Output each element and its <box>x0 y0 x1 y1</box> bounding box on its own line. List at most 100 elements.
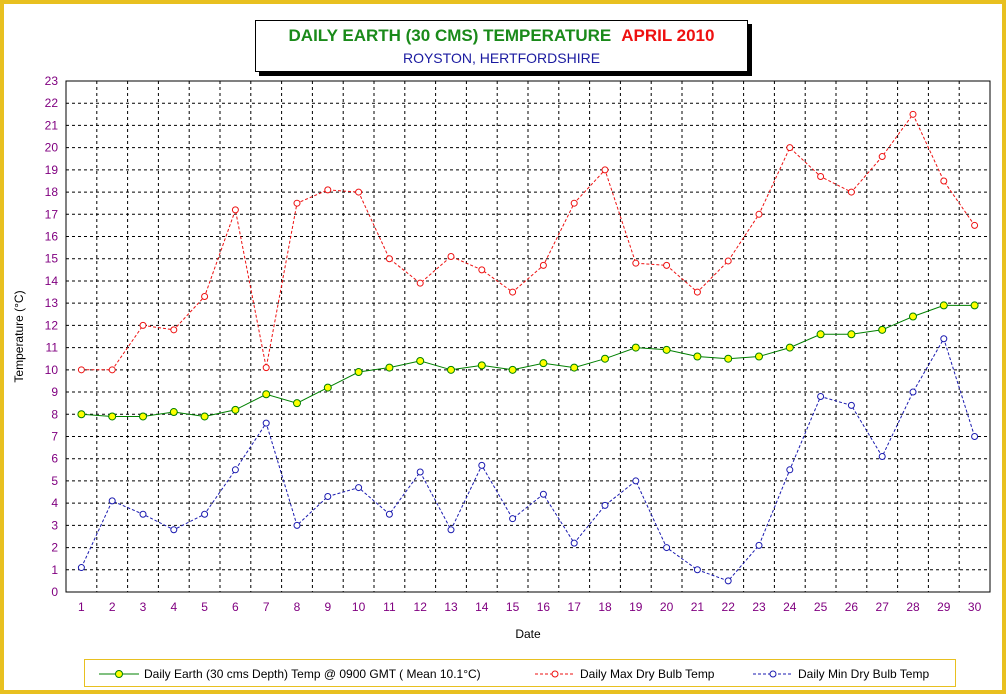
data-point-min <box>355 484 363 492</box>
legend-swatch-min <box>753 670 793 678</box>
y-tick-label: 19 <box>45 163 59 177</box>
data-point-earth <box>570 363 579 372</box>
y-axis-label: Temperature (°C) <box>12 290 26 382</box>
x-tick-label: 26 <box>845 600 859 614</box>
x-tick-label: 9 <box>324 600 331 614</box>
x-tick-label: 22 <box>722 600 736 614</box>
x-tick-label: 10 <box>352 600 366 614</box>
y-tick-label: 17 <box>45 207 59 221</box>
chart-subtitle: ROYSTON, HERTFORDSHIRE <box>402 50 601 66</box>
y-tick-label: 5 <box>51 474 58 488</box>
x-tick-label: 16 <box>537 600 551 614</box>
data-point-earth <box>755 352 763 361</box>
data-point-min <box>632 477 640 485</box>
data-point-max <box>139 321 147 329</box>
data-point-earth <box>601 354 609 363</box>
y-tick-label: 23 <box>45 74 59 88</box>
data-point-min <box>447 526 455 534</box>
x-tick-label: 5 <box>201 600 208 614</box>
data-point-earth <box>631 343 640 352</box>
data-point-min <box>724 577 732 585</box>
data-point-min <box>170 526 178 534</box>
y-tick-label: 0 <box>51 585 58 599</box>
data-point-earth <box>262 390 271 399</box>
data-point-min <box>786 466 794 474</box>
x-axis-label: Date <box>515 627 541 641</box>
x-tick-label: 2 <box>109 600 116 614</box>
data-point-earth <box>231 405 240 414</box>
x-tick-label: 30 <box>968 600 982 614</box>
data-point-max <box>201 293 209 301</box>
data-point-min <box>909 388 917 396</box>
data-point-earth <box>539 359 548 368</box>
data-point-earth <box>477 361 486 370</box>
title-line: DAILY EARTH (30 CMS) TEMPERATURE APRIL 20… <box>256 26 747 46</box>
data-point-min <box>817 392 825 400</box>
y-tick-label: 20 <box>45 141 59 155</box>
data-point-max <box>77 366 85 374</box>
data-point-max <box>570 199 578 207</box>
data-point-earth <box>847 330 856 339</box>
y-tick-label: 4 <box>51 496 58 510</box>
data-point-max <box>632 259 640 267</box>
data-point-min <box>509 515 517 523</box>
data-point-min <box>663 544 671 552</box>
data-point-max <box>509 288 517 296</box>
x-tick-label: 15 <box>506 600 520 614</box>
data-point-max <box>693 288 701 296</box>
data-point-min <box>570 539 578 547</box>
legend-label-earth: Daily Earth (30 cms Depth) Temp @ 0900 G… <box>144 667 481 681</box>
data-point-earth <box>970 301 979 310</box>
y-tick-label: 11 <box>46 341 59 355</box>
series-line-max <box>81 113 976 371</box>
data-point-min <box>293 521 301 529</box>
x-tick-label: 21 <box>691 600 705 614</box>
y-tick-label: 15 <box>45 252 59 266</box>
data-point-min <box>755 541 763 549</box>
y-tick-label: 16 <box>45 230 59 244</box>
data-point-earth <box>785 343 794 352</box>
data-point-min <box>416 468 424 476</box>
data-point-max <box>478 266 486 274</box>
title-box: DAILY EARTH (30 CMS) TEMPERATURE APRIL 20… <box>255 20 748 72</box>
data-point-max <box>447 253 455 261</box>
data-point-min <box>971 432 979 440</box>
data-point-earth <box>939 301 948 310</box>
data-point-max <box>909 110 917 118</box>
x-tick-label: 14 <box>475 600 489 614</box>
data-point-max <box>293 199 301 207</box>
x-tick-label: 4 <box>170 600 177 614</box>
y-tick-label: 6 <box>51 452 58 466</box>
y-tick-label: 1 <box>51 563 58 577</box>
data-point-earth <box>77 410 86 419</box>
data-point-earth <box>909 312 917 321</box>
data-point-earth <box>200 412 209 421</box>
data-point-earth <box>323 383 332 392</box>
data-point-earth <box>693 352 702 361</box>
data-point-min <box>139 510 147 518</box>
y-tick-label: 14 <box>45 274 59 288</box>
x-tick-label: 17 <box>568 600 582 614</box>
legend-swatch-max <box>535 670 575 678</box>
legend-swatch-earth <box>99 670 139 678</box>
data-point-max <box>170 326 178 334</box>
data-point-min <box>539 490 547 498</box>
data-point-min <box>108 497 116 505</box>
x-tick-label: 24 <box>783 600 797 614</box>
data-point-earth <box>293 399 301 408</box>
data-point-min <box>385 510 393 518</box>
data-point-max <box>385 255 393 263</box>
x-tick-label: 29 <box>937 600 951 614</box>
data-point-max <box>971 221 979 229</box>
series-line-min <box>80 337 976 582</box>
x-tick-label: 19 <box>629 600 643 614</box>
y-tick-label: 9 <box>51 385 58 399</box>
data-point-earth <box>108 412 117 421</box>
y-tick-label: 13 <box>45 296 59 310</box>
x-tick-label: 12 <box>414 600 428 614</box>
data-point-earth <box>169 408 178 417</box>
data-point-max <box>231 206 239 214</box>
data-point-earth <box>662 345 671 354</box>
data-point-min <box>940 335 948 343</box>
data-point-max <box>786 144 794 152</box>
